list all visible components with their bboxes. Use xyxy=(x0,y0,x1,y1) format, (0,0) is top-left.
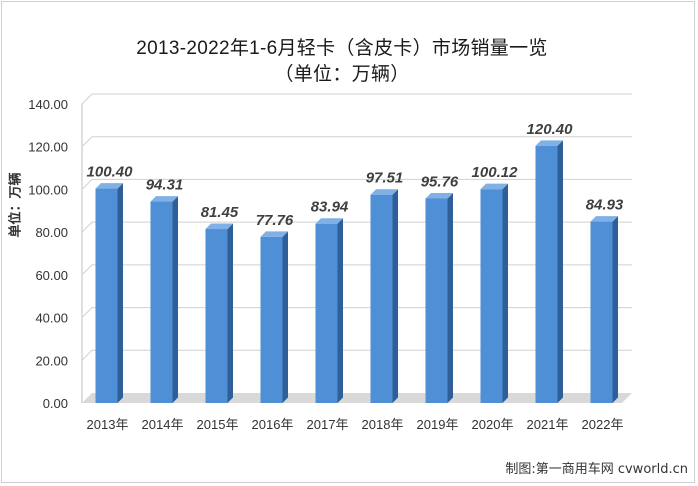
bar xyxy=(260,231,288,403)
bar xyxy=(370,189,398,403)
data-label: 84.93 xyxy=(586,197,624,214)
chart-title: 2013-2022年1-6月轻卡（含皮卡）市场销量一览 xyxy=(136,38,548,59)
y-tick-label: 120.00 xyxy=(28,140,68,155)
bar-top xyxy=(315,218,343,224)
bar-side xyxy=(447,192,453,403)
data-label: 100.40 xyxy=(87,164,134,181)
x-tick-label: 2016年 xyxy=(252,417,294,432)
x-tick-label: 2017年 xyxy=(307,417,349,432)
y-tick-label: 60.00 xyxy=(35,268,68,283)
bar-side xyxy=(392,189,398,403)
y-tick-label: 0.00 xyxy=(43,396,68,411)
data-label: 83.94 xyxy=(311,199,349,216)
bar-front xyxy=(590,221,613,403)
bar-side xyxy=(337,218,343,403)
y-tick-label: 100.00 xyxy=(28,182,68,197)
bar-front xyxy=(480,189,503,403)
bars xyxy=(95,140,618,404)
bar-side xyxy=(117,183,123,403)
data-labels: 100.40 94.31 81.45 77.76 83.94 97.51 95.76 100.… xyxy=(87,121,624,229)
x-tick-label: 2013年 xyxy=(87,417,129,432)
data-label: 100.12 xyxy=(472,164,519,181)
data-label: 94.31 xyxy=(146,177,184,194)
x-tick-label: 2018年 xyxy=(362,417,404,432)
bar-top xyxy=(95,183,123,189)
bar-top xyxy=(425,192,453,199)
y-tick-label: 80.00 xyxy=(35,225,68,240)
bar xyxy=(205,223,233,403)
y-tick-label: 140.00 xyxy=(28,97,68,112)
bar xyxy=(480,183,508,403)
y-tick-label: 20.00 xyxy=(35,353,68,368)
bar-top xyxy=(370,189,398,195)
bar xyxy=(150,196,178,403)
bar-side xyxy=(557,140,563,404)
bar-front xyxy=(315,223,338,403)
bar-front xyxy=(205,229,228,403)
bar-top xyxy=(535,140,563,146)
bar-front xyxy=(150,201,173,403)
bar-side xyxy=(172,196,178,403)
bar-top xyxy=(205,223,233,230)
chart-subtitle: （单位：万辆） xyxy=(274,64,410,85)
bar-top xyxy=(260,231,288,237)
x-tick-labels: 2013年 2014年 2015年 2016年 2017年 2018年 2019年 2020年… xyxy=(87,417,624,432)
bar-side xyxy=(502,183,508,403)
bar-top xyxy=(480,183,508,190)
bar xyxy=(95,183,123,403)
bar-front xyxy=(95,188,118,403)
bar-front xyxy=(370,194,393,403)
x-tick-label: 2014年 xyxy=(142,417,184,432)
x-tick-label: 2020年 xyxy=(472,417,514,432)
bar-side xyxy=(612,216,618,403)
data-label: 95.76 xyxy=(421,173,459,190)
x-tick-label: 2015年 xyxy=(197,417,239,432)
bar-front xyxy=(260,236,283,403)
bar-top xyxy=(150,196,178,202)
bar xyxy=(425,192,453,403)
data-label: 120.40 xyxy=(527,121,574,138)
bar-front xyxy=(535,145,558,404)
x-tick-label: 2019年 xyxy=(417,417,459,432)
x-tick-label: 2022年 xyxy=(582,417,624,432)
bar-front xyxy=(425,198,448,403)
gridline xyxy=(81,178,632,190)
gridline xyxy=(81,93,632,105)
y-tick-label: 40.00 xyxy=(35,311,68,326)
gridline xyxy=(81,136,632,148)
bar-side xyxy=(282,231,288,403)
bar xyxy=(315,218,343,403)
data-label: 97.51 xyxy=(366,170,404,187)
x-tick-label: 2021年 xyxy=(527,417,569,432)
bar xyxy=(590,216,618,403)
bar-side xyxy=(227,223,233,403)
bar-top xyxy=(590,216,618,222)
bar xyxy=(535,140,563,404)
data-label: 81.45 xyxy=(201,204,239,221)
source-credit: 制图:第一商用车网 cvworld.cn xyxy=(505,462,688,477)
y-tick-labels: 0.00 20.00 40.00 60.00 80.00 100.00 120.00 140.… xyxy=(28,97,68,411)
data-label: 77.76 xyxy=(256,212,294,229)
